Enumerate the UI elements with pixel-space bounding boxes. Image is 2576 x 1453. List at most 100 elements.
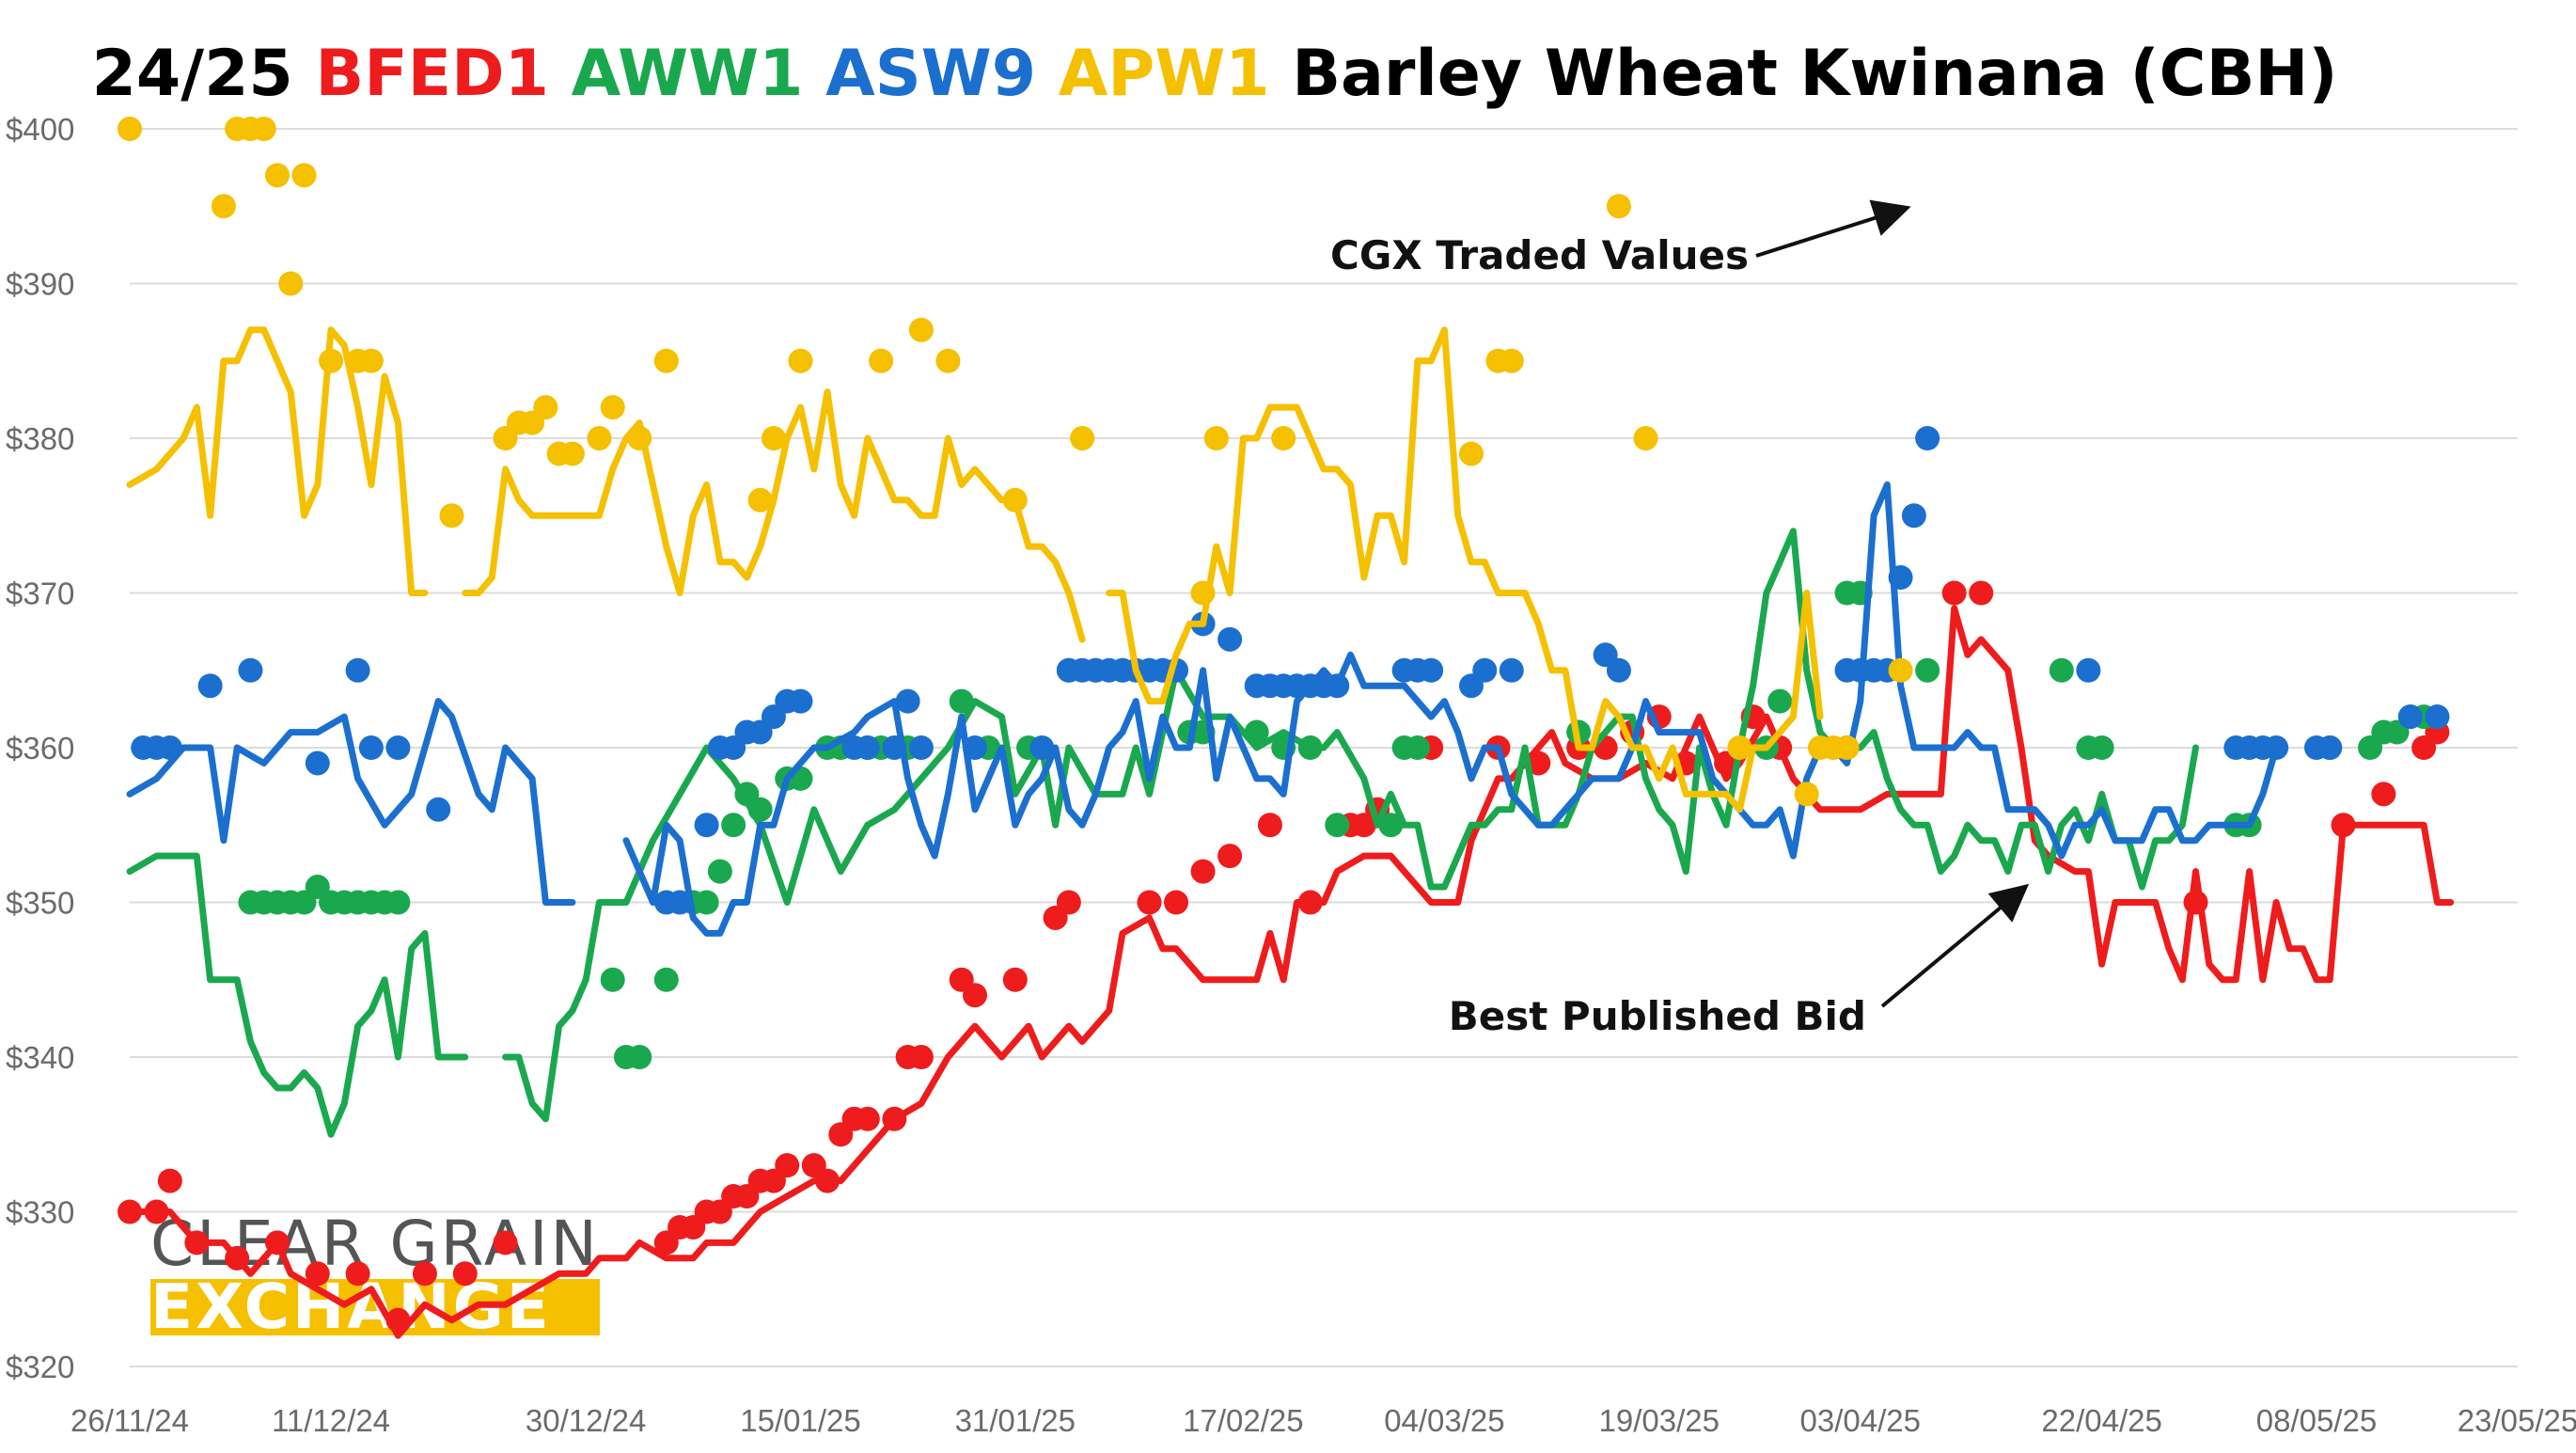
aww1-traded-point xyxy=(1297,735,1323,760)
apw1-traded-point xyxy=(559,441,585,466)
asw9-traded-point xyxy=(694,813,719,838)
apw1-traded-point xyxy=(761,426,786,450)
apw1-traded-point xyxy=(747,487,773,513)
asw9-traded-point xyxy=(197,673,223,699)
apw1-traded-point xyxy=(587,426,612,450)
annotation-bid-arrow xyxy=(1880,883,2030,1008)
asw9-traded-point xyxy=(358,735,384,760)
asw9-traded-point xyxy=(1499,657,1524,683)
bfed1-traded-point xyxy=(412,1261,437,1287)
aww1-traded-point xyxy=(2049,657,2074,683)
aww1-traded-point xyxy=(1378,813,1404,838)
x-tick-label: 11/12/24 xyxy=(272,1403,390,1438)
asw9-traded-point xyxy=(1915,426,1940,450)
bfed1-traded-point xyxy=(1002,967,1028,992)
asw9-bid-line xyxy=(126,698,576,906)
x-tick-label: 31/01/25 xyxy=(955,1403,1076,1438)
bfed1-traded-point xyxy=(1217,844,1243,869)
apw1-traded-point xyxy=(1203,426,1229,450)
asw9-traded-point xyxy=(426,797,451,822)
bfed1-traded-point xyxy=(118,1199,142,1224)
bfed1-traded-point xyxy=(493,1230,518,1256)
bfed1-traded-point xyxy=(157,1168,182,1193)
bfed1-traded-point xyxy=(1137,890,1162,915)
bfed1-traded-point xyxy=(1969,580,1994,606)
apw1-traded-point xyxy=(439,503,464,529)
x-tick-label: 15/01/25 xyxy=(740,1403,860,1438)
apw1-traded-point xyxy=(533,395,558,420)
apw1-traded-point xyxy=(1794,782,1819,807)
bfed1-traded-point xyxy=(2183,890,2208,915)
bfed1-traded-point xyxy=(1257,813,1282,838)
apw1-traded-point xyxy=(211,194,236,219)
chart-title-part: ASW9 xyxy=(825,37,1059,111)
bfed1-traded-point xyxy=(775,1153,800,1178)
apw1-traded-point xyxy=(1002,487,1028,513)
series-apw1 xyxy=(118,117,1913,813)
apw1-traded-point xyxy=(264,163,290,188)
apw1-traded-point xyxy=(600,395,625,420)
bfed1-traded-point xyxy=(882,1106,907,1131)
asw9-traded-point xyxy=(157,735,182,760)
series-layer xyxy=(118,117,2455,1339)
apw1-traded-point xyxy=(935,348,961,373)
x-tick-label: 30/12/24 xyxy=(526,1403,646,1438)
bfed1-traded-point xyxy=(144,1199,169,1224)
x-tick-label: 22/04/25 xyxy=(2041,1403,2161,1438)
asw9-traded-point xyxy=(385,735,411,760)
y-tick-label: $340 xyxy=(6,1040,74,1075)
apw1-traded-point xyxy=(118,117,142,141)
apw1-traded-point xyxy=(1834,735,1860,760)
series-aww1 xyxy=(126,528,2450,1138)
bfed1-traded-point xyxy=(225,1245,250,1271)
asw9-traded-point xyxy=(1901,503,1926,529)
chart-title-part: Barley Wheat Kwinana (CBH) xyxy=(1292,37,2337,111)
bfed1-traded-point xyxy=(815,1168,840,1193)
y-tick-label: $350 xyxy=(6,886,74,921)
bfed1-traded-point xyxy=(385,1307,411,1333)
asw9-traded-point xyxy=(2397,704,2423,730)
apw1-bid-line xyxy=(126,326,429,596)
apw1-traded-point xyxy=(358,348,384,373)
bfed1-traded-point xyxy=(1297,890,1323,915)
y-tick-label: $400 xyxy=(6,112,74,147)
asw9-traded-point xyxy=(788,688,813,714)
apw1-traded-point xyxy=(1727,735,1752,760)
asw9-traded-point xyxy=(1472,657,1498,683)
clear-grain-exchange-logo: CLEAR GRAIN EXCHANGE xyxy=(150,1208,600,1343)
asw9-traded-point xyxy=(238,657,263,683)
aww1-bid-line xyxy=(126,852,469,1138)
asw9-traded-point xyxy=(2076,657,2101,683)
bfed1-traded-point xyxy=(1056,890,1081,915)
x-tick-label: 26/11/24 xyxy=(71,1403,189,1438)
annotation-cgx-traded-values: CGX Traded Values xyxy=(1330,232,1749,278)
bfed1-traded-point xyxy=(305,1261,330,1287)
apw1-traded-point xyxy=(1633,426,1658,450)
apw1-traded-point xyxy=(251,117,276,141)
y-tick-label: $380 xyxy=(6,421,74,456)
x-tick-label: 03/04/25 xyxy=(1800,1403,1921,1438)
chart-title-part: APW1 xyxy=(1059,37,1292,111)
apw1-traded-point xyxy=(653,348,679,373)
bfed1-traded-point xyxy=(184,1230,210,1256)
bfed1-traded-point xyxy=(2371,782,2396,807)
asw9-traded-point xyxy=(2317,735,2343,760)
bfed1-traded-point xyxy=(2331,813,2356,838)
aww1-traded-point xyxy=(2089,735,2114,760)
apw1-traded-point xyxy=(1888,657,1913,683)
aww1-traded-point xyxy=(385,890,411,915)
asw9-traded-point xyxy=(908,735,934,760)
y-axis-ticks: $320 $330 $340 $350 $360 $370 $380 $390 $400 xyxy=(6,112,74,1384)
apw1-traded-point xyxy=(627,426,652,450)
x-tick-label: 23/05/25 xyxy=(2458,1403,2576,1438)
asw9-traded-point xyxy=(855,735,880,760)
aww1-traded-point xyxy=(600,967,625,992)
chart-title-part: AWW1 xyxy=(572,37,826,111)
apw1-traded-point xyxy=(1458,441,1484,466)
aww1-traded-point xyxy=(707,859,732,884)
apw1-traded-point xyxy=(1499,348,1524,373)
x-tick-label: 04/03/25 xyxy=(1384,1403,1504,1438)
apw1-traded-point xyxy=(1271,426,1296,450)
aww1-traded-point xyxy=(1325,813,1350,838)
